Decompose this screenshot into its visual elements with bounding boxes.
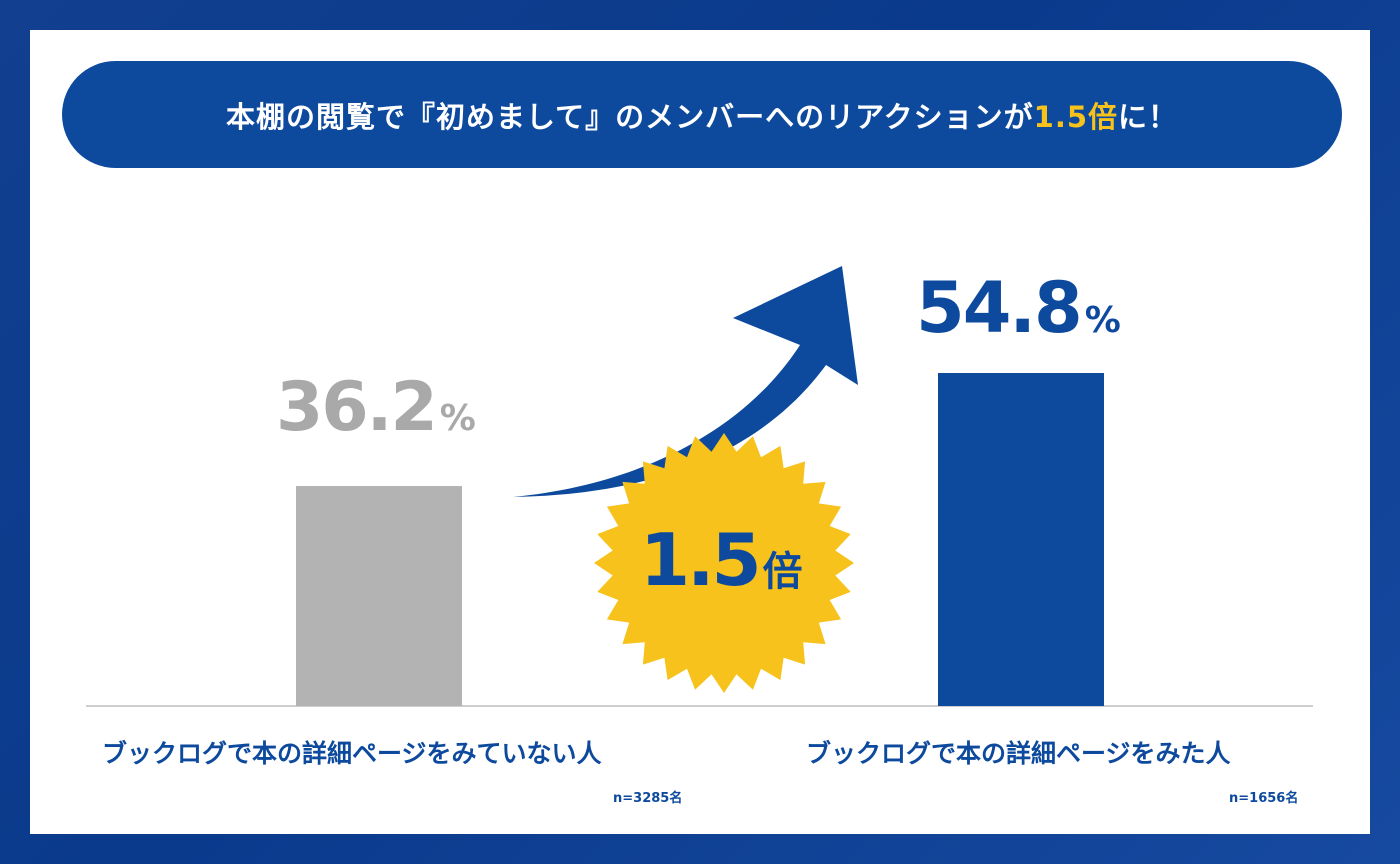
bar-not-viewed: [296, 486, 462, 706]
value-number-right: 54.8: [916, 267, 1083, 349]
value-unit-right: %: [1084, 300, 1121, 341]
category-label-right: ブックログで本の詳細ページをみた人: [806, 739, 1231, 768]
starburst-badge-icon: [594, 433, 854, 693]
badge-label: 1.5 倍: [640, 518, 803, 602]
value-label-right: 54.8%: [916, 267, 1121, 349]
value-unit-left: %: [439, 398, 476, 439]
category-label-left: ブックログで本の詳細ページをみていない人: [102, 739, 602, 768]
bar-viewed: [938, 373, 1104, 706]
badge-unit: 倍: [762, 549, 803, 595]
banner-text-end: に！: [1118, 99, 1179, 134]
sample-size-left: n=3285名: [613, 791, 683, 806]
badge-value: 1.5: [640, 518, 762, 602]
sample-size-right: n=1656名: [1229, 791, 1299, 806]
banner-text: 本棚の閲覧で『初めまして』のメンバーへのリアクションが: [225, 99, 1034, 134]
growth-arrow-icon: [513, 266, 858, 497]
title-banner: 本棚の閲覧で『初めまして』のメンバーへのリアクションが 1.5倍 に！: [62, 61, 1342, 168]
value-label-left: 36.2%: [276, 368, 476, 447]
value-number-left: 36.2: [276, 368, 438, 447]
bars-group: [296, 373, 1104, 706]
banner-highlight: 1.5倍: [1033, 99, 1119, 134]
